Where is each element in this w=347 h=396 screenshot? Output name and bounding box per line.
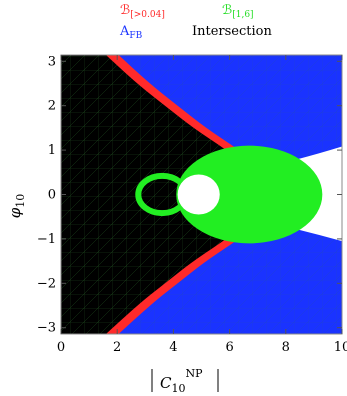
y-tick-label: −1 [37, 232, 56, 247]
y-tick-label: 2 [48, 99, 56, 114]
y-axis-title: φ10 [6, 194, 27, 219]
x-tick-label: 4 [169, 340, 177, 355]
branching-low-region [176, 145, 323, 244]
x-axis-title: C10NP [151, 367, 219, 395]
y-tick-label: −2 [37, 276, 56, 291]
excluded-hole [177, 174, 220, 215]
svg-text:C10NP: C10NP [160, 367, 203, 395]
y-tick-label: −3 [37, 321, 56, 336]
x-tick-label: 10 [334, 340, 347, 355]
x-tick-label: 6 [225, 340, 233, 355]
plot-area [61, 55, 342, 334]
x-tick-label: 2 [113, 340, 121, 355]
axis-ticks: 0 2 4 6 8 10 −3 −2 −1 0 1 2 3 [37, 54, 347, 355]
legend-entry-branching-low: ℬ[1,6] [222, 3, 254, 20]
afb-mesh [118, 55, 342, 334]
y-tick-label: 0 [48, 188, 56, 203]
legend-entry-intersection: Intersection [192, 24, 272, 39]
legend: ℬ[>0.04] ℬ[1,6] AFB Intersection [119, 3, 272, 41]
y-tick-label: 3 [48, 54, 56, 69]
svg-text:φ10: φ10 [6, 194, 27, 219]
legend-entry-afb: AFB [119, 24, 143, 41]
x-tick-label: 0 [57, 340, 65, 355]
y-tick-label: 1 [48, 143, 56, 158]
legend-entry-branching-high: ℬ[>0.04] [120, 3, 165, 20]
x-tick-label: 8 [282, 340, 290, 355]
